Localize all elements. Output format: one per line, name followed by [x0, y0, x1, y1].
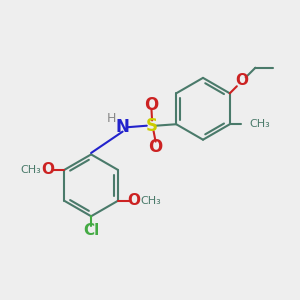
Text: H: H [107, 112, 116, 125]
Text: Cl: Cl [83, 224, 99, 238]
Text: O: O [42, 162, 55, 177]
Text: O: O [148, 138, 163, 156]
Text: O: O [236, 74, 249, 88]
Text: CH₃: CH₃ [141, 196, 161, 206]
Text: S: S [146, 117, 158, 135]
Text: CH₃: CH₃ [21, 165, 41, 175]
Text: O: O [128, 193, 141, 208]
Text: O: O [144, 95, 159, 113]
Text: CH₃: CH₃ [250, 119, 271, 129]
Text: N: N [116, 118, 130, 136]
